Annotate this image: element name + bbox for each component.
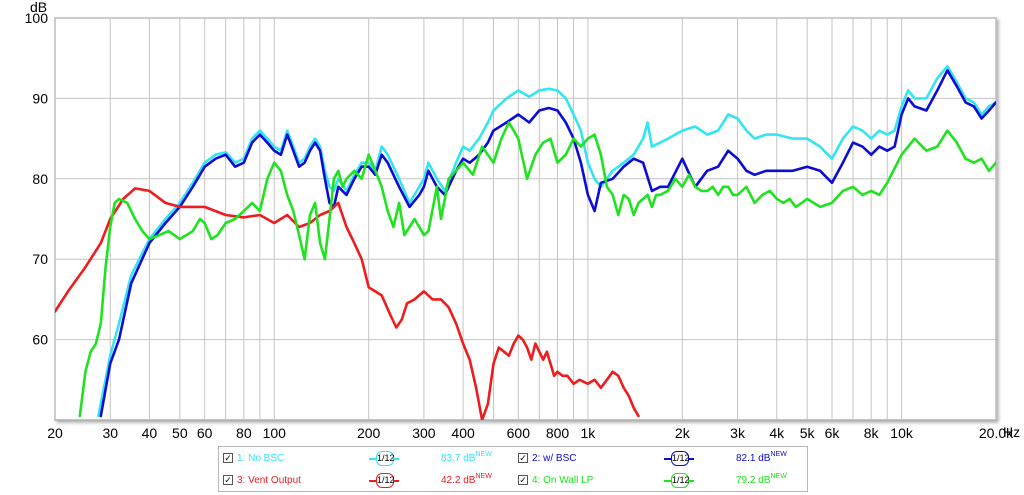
x-tick-label: 300 xyxy=(412,425,436,441)
legend-row: ✓ 3: Vent Output 1/12 42.2 dBNEW ✓ 4: On… xyxy=(219,470,807,492)
x-tick-label: 4k xyxy=(769,425,785,441)
legend-item-on-wall-lp[interactable]: ✓ 4: On Wall LP 1/12 79.2 dBNEW xyxy=(514,470,804,492)
y-tick-label: 70 xyxy=(32,251,48,267)
x-tick-label: 8k xyxy=(864,425,880,441)
plot-area xyxy=(54,17,997,421)
x-tick-label: 30 xyxy=(102,425,118,441)
series-line-3 xyxy=(55,187,640,420)
legend-item-vent-output[interactable]: ✓ 3: Vent Output 1/12 42.2 dBNEW xyxy=(219,470,509,492)
legend: ✓ 1: No BSC 1/12 83.7 dBNEW ✓ 2: w/ BSC … xyxy=(218,446,808,492)
y-axis-label: dB xyxy=(30,0,47,15)
smoothing-button[interactable]: 1/12 xyxy=(369,472,399,488)
smoothing-button[interactable]: 1/12 xyxy=(664,450,694,466)
series-line-2 xyxy=(99,69,996,418)
smoothing-button[interactable]: 1/12 xyxy=(664,472,694,488)
smoothing-label: 1/12 xyxy=(376,451,395,466)
y-tick-label: 90 xyxy=(32,90,48,106)
checkbox-on-wall-lp[interactable]: ✓ xyxy=(518,475,528,485)
level-value: 83.7 dBNEW xyxy=(441,451,492,464)
x-tick-label: 60 xyxy=(197,425,213,441)
level-value: 82.1 dBNEW xyxy=(736,451,787,464)
legend-row: ✓ 1: No BSC 1/12 83.7 dBNEW ✓ 2: w/ BSC … xyxy=(219,448,807,470)
smoothing-label: 1/12 xyxy=(671,451,690,466)
x-tick-label: 3k xyxy=(730,425,746,441)
x-tick-label: 1k xyxy=(581,425,597,441)
series-label: 3: Vent Output xyxy=(237,475,301,486)
legend-item-w-bsc[interactable]: ✓ 2: w/ BSC 1/12 82.1 dBNEW xyxy=(514,448,804,470)
smoothing-label: 1/12 xyxy=(376,473,395,488)
x-tick-label: 6k xyxy=(825,425,841,441)
checkbox-vent-output[interactable]: ✓ xyxy=(223,475,233,485)
x-tick-label: 40 xyxy=(142,425,158,441)
x-tick-label: 400 xyxy=(451,425,475,441)
x-tick-label: 600 xyxy=(507,425,531,441)
x-tick-label: 200 xyxy=(357,425,381,441)
frequency-response-chart: 20 30 40 50 60 80 100 200 300 400 600 800 1k 2k 3k 4k 5k… xyxy=(25,0,1020,441)
smoothing-button[interactable]: 1/12 xyxy=(369,450,399,466)
y-tick-label: 100 xyxy=(25,10,49,26)
x-tick-label: 10k xyxy=(890,425,914,441)
x-tick-label: 20 xyxy=(47,425,63,441)
new-badge: NEW xyxy=(475,451,492,458)
series-label: 4: On Wall LP xyxy=(532,475,594,486)
new-badge: NEW xyxy=(475,473,492,480)
series-label: 1: No BSC xyxy=(237,453,285,464)
series-line-4 xyxy=(78,121,996,418)
series-line-1 xyxy=(97,64,996,418)
checkbox-w-bsc[interactable]: ✓ xyxy=(518,453,528,463)
x-axis: 20 30 40 50 60 80 100 200 300 400 600 800 1k 2k 3k 4k 5k… xyxy=(47,425,1014,441)
y-tick-label: 60 xyxy=(32,332,48,348)
legend-item-no-bsc[interactable]: ✓ 1: No BSC 1/12 83.7 dBNEW xyxy=(219,448,509,470)
series-group xyxy=(55,64,996,420)
series-label: 2: w/ BSC xyxy=(532,453,577,464)
checkbox-no-bsc[interactable]: ✓ xyxy=(223,453,233,463)
x-tick-label: 100 xyxy=(263,425,287,441)
level-value: 42.2 dBNEW xyxy=(441,473,492,486)
x-tick-label: 800 xyxy=(546,425,570,441)
level-value: 79.2 dBNEW xyxy=(736,473,787,486)
grid xyxy=(54,17,997,420)
x-tick-label: 20.0k xyxy=(979,425,1014,441)
new-badge: NEW xyxy=(770,473,787,480)
y-axis: 60 70 80 90 100 xyxy=(25,10,49,348)
x-tick-label: 2k xyxy=(675,425,691,441)
new-badge: NEW xyxy=(770,451,787,458)
smoothing-label: 1/12 xyxy=(671,473,690,488)
x-tick-label: 5k xyxy=(800,425,816,441)
y-tick-label: 80 xyxy=(32,171,48,187)
x-tick-label: 50 xyxy=(172,425,188,441)
x-axis-unit: Hz xyxy=(1003,424,1020,440)
x-tick-label: 80 xyxy=(236,425,252,441)
